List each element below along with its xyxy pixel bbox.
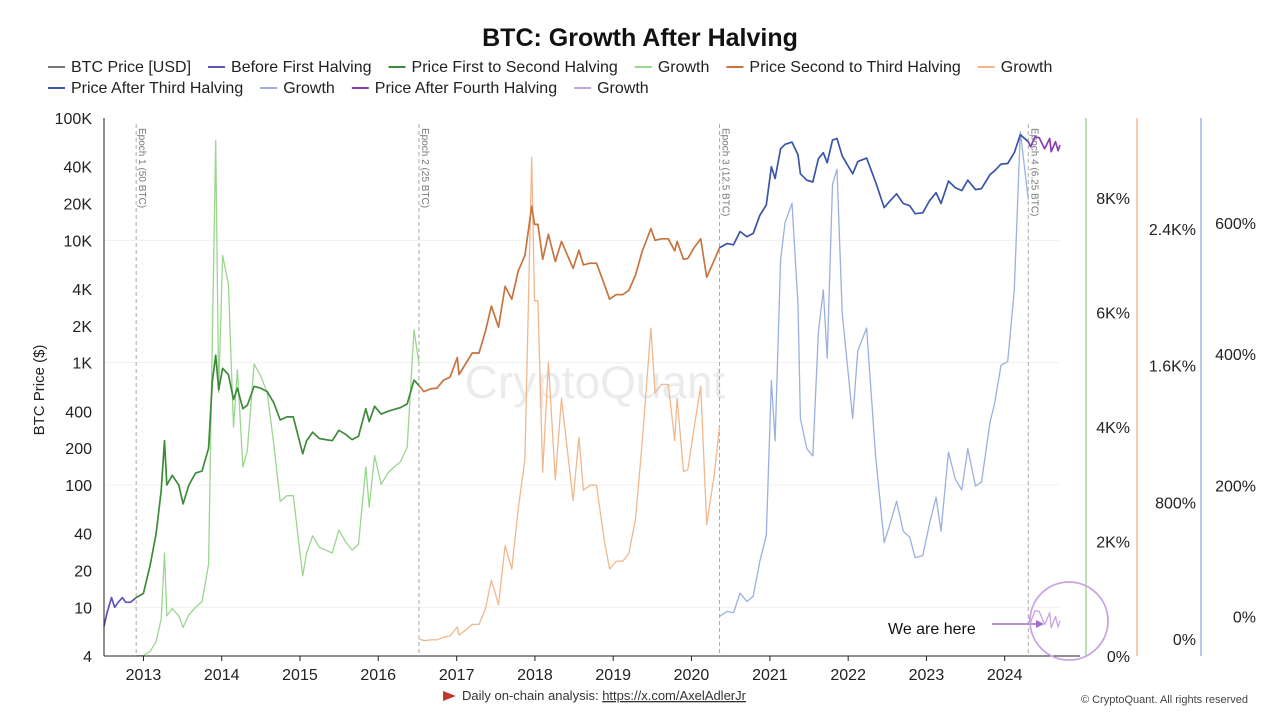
series-line bbox=[719, 133, 1029, 249]
right-axis-tick-label: 600% bbox=[1215, 216, 1256, 233]
y-axis-label: BTC Price ($) bbox=[31, 345, 48, 436]
right-axes: 8K% 6K% 4K% 2K% 0% 2.4K% 1.6K% 800% 0% 600% 400% 20… bbox=[1085, 118, 1256, 666]
series-lines bbox=[103, 131, 1061, 657]
copyright: © CryptoQuant. All rights reserved bbox=[1081, 694, 1248, 706]
legend-item[interactable]: Growth bbox=[634, 59, 710, 76]
y-tick-label: 4 bbox=[83, 649, 92, 666]
legend-label: Growth bbox=[283, 80, 335, 97]
y-tick-label: 2K bbox=[72, 319, 92, 336]
annotation-text: We are here bbox=[888, 621, 976, 638]
epoch-lines: Epoch 1 (50 BTC) Epoch 2 (25 BTC) Epoch 3 … bbox=[135, 124, 1039, 656]
legend: BTC Price [USD] Before First Halving Price… bbox=[48, 59, 1052, 97]
footer: Daily on-chain analysis: https://x.com/A… bbox=[443, 688, 1248, 706]
axes: 4 10 20 40 100 200 400 1K 2K 4K 10K 20K 40K 100K 2013 2… bbox=[55, 111, 1080, 684]
series-line bbox=[418, 205, 721, 393]
right-axis-tick-label: 8K% bbox=[1096, 191, 1130, 208]
right-axis-tick-label: 2.4K% bbox=[1149, 222, 1196, 239]
x-tick-label: 2014 bbox=[204, 667, 240, 684]
y-tick-label: 10 bbox=[74, 600, 92, 617]
x-tick-label: 2022 bbox=[830, 667, 866, 684]
right-axis-tick-label: 6K% bbox=[1096, 306, 1130, 323]
legend-label: Before First Halving bbox=[231, 59, 372, 76]
halving-label: Epoch 2 (25 BTC) bbox=[419, 128, 430, 208]
legend-item[interactable]: Price First to Second Halving bbox=[388, 59, 618, 76]
footer-label: Daily on-chain analysis: https://x.com/A… bbox=[462, 688, 747, 703]
halving-label: Epoch 1 (50 BTC) bbox=[136, 128, 147, 208]
series-line bbox=[136, 140, 420, 657]
series-line bbox=[719, 131, 1029, 618]
right-axis-tick-label: 0% bbox=[1107, 649, 1130, 666]
legend-item[interactable]: Price After Fourth Halving bbox=[351, 80, 557, 97]
legend-item[interactable]: Growth bbox=[977, 59, 1053, 76]
x-tick-label: 2016 bbox=[360, 667, 396, 684]
y-tick-label: 100K bbox=[55, 111, 93, 128]
legend-label: Growth bbox=[1001, 59, 1053, 76]
right-axis-tick-label: 1.6K% bbox=[1149, 359, 1196, 376]
y-tick-label: 40 bbox=[74, 527, 92, 544]
right-axis-tick-label: 2K% bbox=[1096, 535, 1130, 552]
y-tick-label: 400 bbox=[65, 404, 92, 421]
legend-label: Growth bbox=[658, 59, 710, 76]
legend-item[interactable]: Growth bbox=[574, 80, 649, 97]
legend-label: Growth bbox=[597, 80, 649, 97]
chart-title: BTC: Growth After Halving bbox=[482, 24, 798, 52]
legend-item[interactable]: BTC Price [USD] bbox=[48, 59, 191, 76]
annotation: We are here bbox=[888, 581, 1109, 661]
right-axis-tick-label: 800% bbox=[1155, 495, 1196, 512]
right-axis-tick-label: 4K% bbox=[1096, 420, 1130, 437]
x-tick-label: 2019 bbox=[595, 667, 631, 684]
x-tick-label: 2021 bbox=[752, 667, 788, 684]
legend-label: BTC Price [USD] bbox=[71, 59, 191, 76]
right-axis-tick-label: 200% bbox=[1215, 478, 1256, 495]
legend-label: Price After Fourth Halving bbox=[375, 80, 557, 97]
y-tick-label: 40K bbox=[64, 160, 93, 177]
y-tick-label: 4K bbox=[72, 282, 92, 299]
halving-label: Epoch 4 (6.25 BTC) bbox=[1028, 128, 1039, 216]
x-tick-label: 2017 bbox=[439, 667, 475, 684]
grid bbox=[104, 239, 1060, 608]
series-line bbox=[1027, 610, 1061, 629]
x-tick-label: 2018 bbox=[517, 667, 553, 684]
legend-label: Price Second to Third Halving bbox=[749, 59, 960, 76]
x-tick-label: 2020 bbox=[674, 667, 710, 684]
footer-link[interactable]: https://x.com/AxelAdlerJr bbox=[602, 688, 746, 703]
legend-label: Price First to Second Halving bbox=[412, 59, 618, 76]
annotation-circle bbox=[1029, 581, 1109, 661]
right-axis-tick-label: 0% bbox=[1173, 632, 1196, 649]
legend-item[interactable]: Price After Third Halving bbox=[48, 80, 243, 97]
series-line bbox=[1027, 136, 1061, 153]
legend-item[interactable]: Price Second to Third Halving bbox=[726, 59, 961, 76]
y-tick-label: 100 bbox=[65, 478, 92, 495]
series-line bbox=[103, 596, 137, 627]
footer-label-text: Daily on-chain analysis: bbox=[462, 688, 602, 703]
y-tick-label: 10K bbox=[64, 233, 93, 250]
legend-item[interactable]: Before First Halving bbox=[208, 59, 372, 76]
x-tick-label: 2013 bbox=[126, 667, 162, 684]
y-tick-label: 1K bbox=[72, 356, 92, 373]
series-line bbox=[418, 156, 721, 642]
flag-icon bbox=[443, 691, 456, 701]
series-line bbox=[135, 354, 420, 599]
x-tick-label: 2023 bbox=[909, 667, 945, 684]
halving-label: Epoch 3 (12.5 BTC) bbox=[720, 128, 731, 216]
x-tick-label: 2015 bbox=[282, 667, 318, 684]
x-tick-label: 2024 bbox=[987, 667, 1023, 684]
legend-label: Price After Third Halving bbox=[71, 80, 243, 97]
legend-item[interactable]: Growth bbox=[260, 80, 335, 97]
y-tick-label: 20 bbox=[74, 563, 92, 580]
right-axis-tick-label: 400% bbox=[1215, 347, 1256, 364]
y-tick-label: 200 bbox=[65, 441, 92, 458]
right-axis-tick-label: 0% bbox=[1233, 610, 1256, 627]
watermark: CryptoQuant bbox=[465, 356, 726, 408]
annotation-arrowhead-icon bbox=[1036, 620, 1044, 628]
y-tick-label: 20K bbox=[64, 197, 93, 214]
